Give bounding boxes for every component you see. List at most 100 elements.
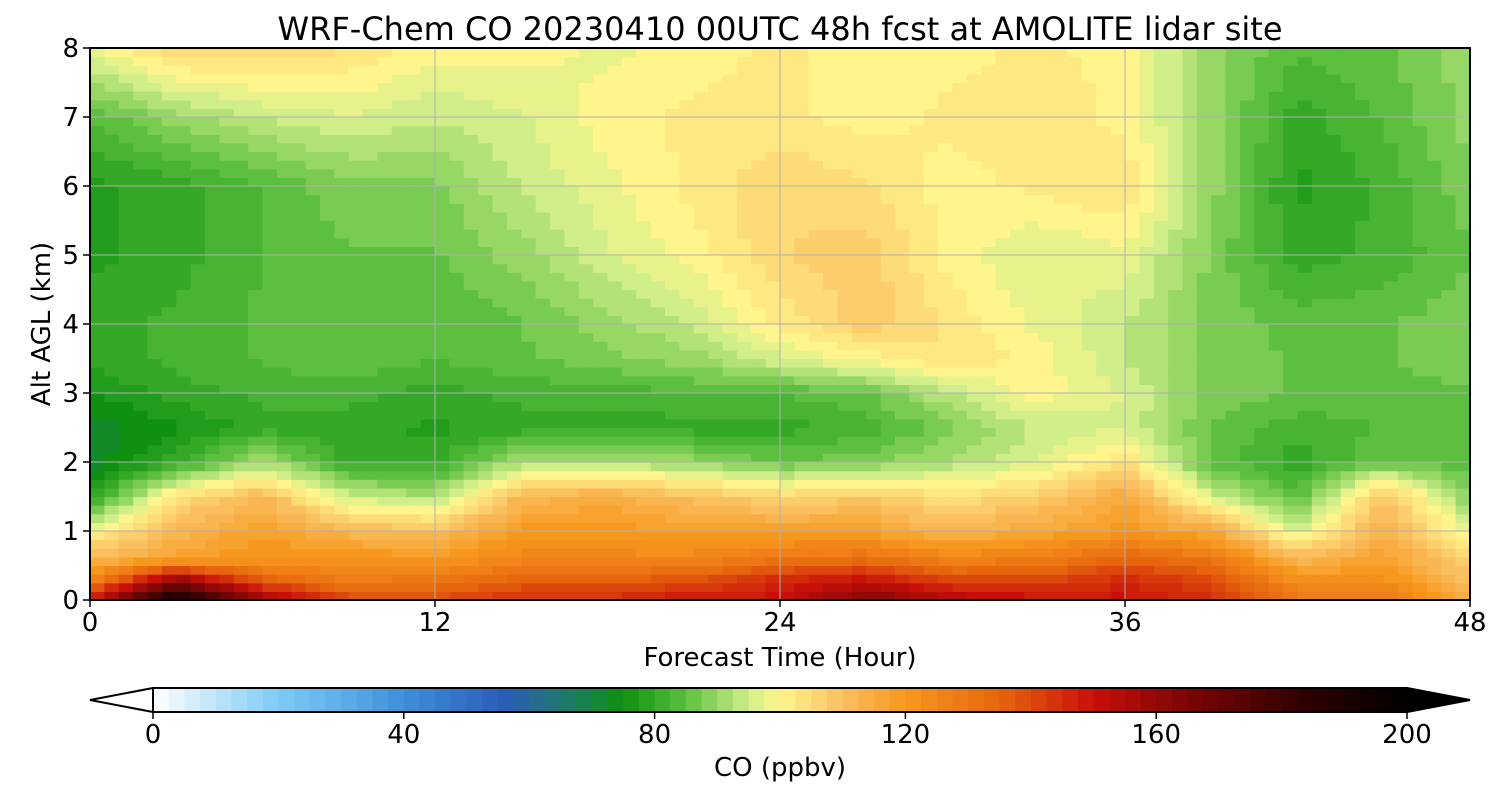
heatmap-cell — [248, 565, 264, 575]
heatmap-cell — [1383, 582, 1399, 592]
heatmap-cell — [923, 531, 939, 541]
heatmap-cell — [736, 203, 752, 213]
heatmap-cell — [1225, 255, 1241, 265]
heatmap-cell — [736, 444, 752, 454]
heatmap-cell — [880, 479, 896, 489]
heatmap-cell — [966, 539, 982, 549]
heatmap-cell — [679, 298, 695, 308]
heatmap-cell — [952, 574, 968, 584]
heatmap-cell — [909, 237, 925, 247]
heatmap-cell — [1355, 186, 1370, 196]
heatmap-cell — [679, 522, 695, 532]
heatmap-cell — [133, 298, 149, 308]
heatmap-cell — [1096, 211, 1112, 222]
heatmap-cell — [262, 565, 278, 575]
heatmap-cell — [1311, 462, 1327, 472]
heatmap-cell — [1211, 539, 1227, 549]
heatmap-cell — [133, 479, 149, 489]
heatmap-cell — [722, 203, 738, 213]
heatmap-cell — [1369, 324, 1385, 334]
heatmap-cell — [636, 453, 652, 463]
heatmap-cell — [521, 410, 537, 420]
heatmap-cell — [1196, 177, 1212, 187]
heatmap-cell — [722, 513, 738, 523]
heatmap-cell — [1081, 556, 1097, 567]
heatmap-cell — [1196, 341, 1212, 351]
heatmap-cell — [722, 436, 738, 446]
heatmap-cell — [348, 160, 364, 170]
heatmap-cell — [650, 436, 666, 446]
heatmap-cell — [765, 358, 781, 368]
heatmap-cell — [463, 280, 479, 291]
heatmap-cell — [909, 168, 925, 178]
heatmap-cell — [1153, 306, 1169, 316]
heatmap-cell — [104, 462, 120, 472]
heatmap-cell — [1340, 246, 1356, 256]
heatmap-cell — [363, 479, 379, 489]
heatmap-cell — [1211, 565, 1227, 575]
heatmap-cell — [1340, 349, 1356, 360]
heatmap-cell — [363, 393, 379, 403]
heatmap-cell — [564, 246, 580, 256]
heatmap-cell — [823, 453, 839, 463]
heatmap-cell — [981, 203, 997, 213]
heatmap-cell — [478, 393, 494, 403]
heatmap-cell — [1010, 263, 1025, 273]
heatmap-cell — [276, 479, 292, 489]
heatmap-cell — [564, 186, 580, 196]
heatmap-cell — [1326, 255, 1342, 265]
heatmap-cell — [348, 462, 364, 472]
heatmap-cell — [923, 410, 939, 420]
heatmap-cell — [923, 556, 939, 567]
heatmap-cell — [363, 229, 379, 239]
heatmap-cell — [851, 203, 867, 213]
heatmap-cell — [506, 324, 522, 334]
heatmap-cell — [1053, 487, 1069, 498]
heatmap-cell — [607, 315, 623, 325]
heatmap-cell — [161, 410, 177, 420]
heatmap-cell — [391, 186, 407, 196]
heatmap-cell — [1211, 496, 1227, 506]
heatmap-cell — [1096, 522, 1112, 532]
heatmap-cell — [1383, 487, 1399, 498]
heatmap-cell — [607, 470, 623, 480]
heatmap-cell — [1096, 444, 1112, 454]
heatmap-cell — [1240, 505, 1255, 515]
heatmap-cell — [262, 410, 278, 420]
heatmap-cell — [1139, 479, 1155, 489]
heatmap-cell — [1225, 574, 1241, 584]
heatmap-cell — [837, 531, 853, 541]
heatmap-cell — [1355, 246, 1370, 256]
heatmap-cell — [665, 263, 680, 273]
heatmap-cell — [966, 246, 982, 256]
heatmap-cell — [837, 237, 853, 247]
heatmap-cell — [981, 453, 997, 463]
heatmap-cell — [880, 186, 896, 196]
heatmap-cell — [320, 263, 335, 273]
heatmap-cell — [147, 591, 163, 601]
heatmap-cell — [1369, 401, 1385, 411]
heatmap-cell — [176, 306, 192, 316]
heatmap-cell — [808, 177, 824, 187]
heatmap-cell — [1441, 263, 1457, 273]
heatmap-cell — [909, 220, 925, 230]
heatmap-cell — [506, 436, 522, 446]
heatmap-cell — [1196, 444, 1212, 454]
heatmap-cell — [377, 582, 393, 592]
heatmap-cell — [161, 280, 177, 291]
heatmap-cell — [751, 203, 767, 213]
heatmap-cell — [607, 349, 623, 360]
heatmap-cell — [1340, 462, 1356, 472]
heatmap-cell — [751, 427, 767, 437]
heatmap-cell — [305, 582, 321, 592]
heatmap-cell — [1240, 246, 1255, 256]
heatmap-cell — [133, 565, 149, 575]
heatmap-cell — [621, 479, 637, 489]
heatmap-cell — [363, 168, 379, 178]
heatmap-cell — [837, 375, 853, 385]
heatmap-cell — [1182, 436, 1198, 446]
heatmap-cell — [593, 479, 609, 489]
heatmap-cell — [463, 462, 479, 472]
heatmap-cell — [363, 280, 379, 291]
heatmap-cell — [1211, 375, 1227, 385]
